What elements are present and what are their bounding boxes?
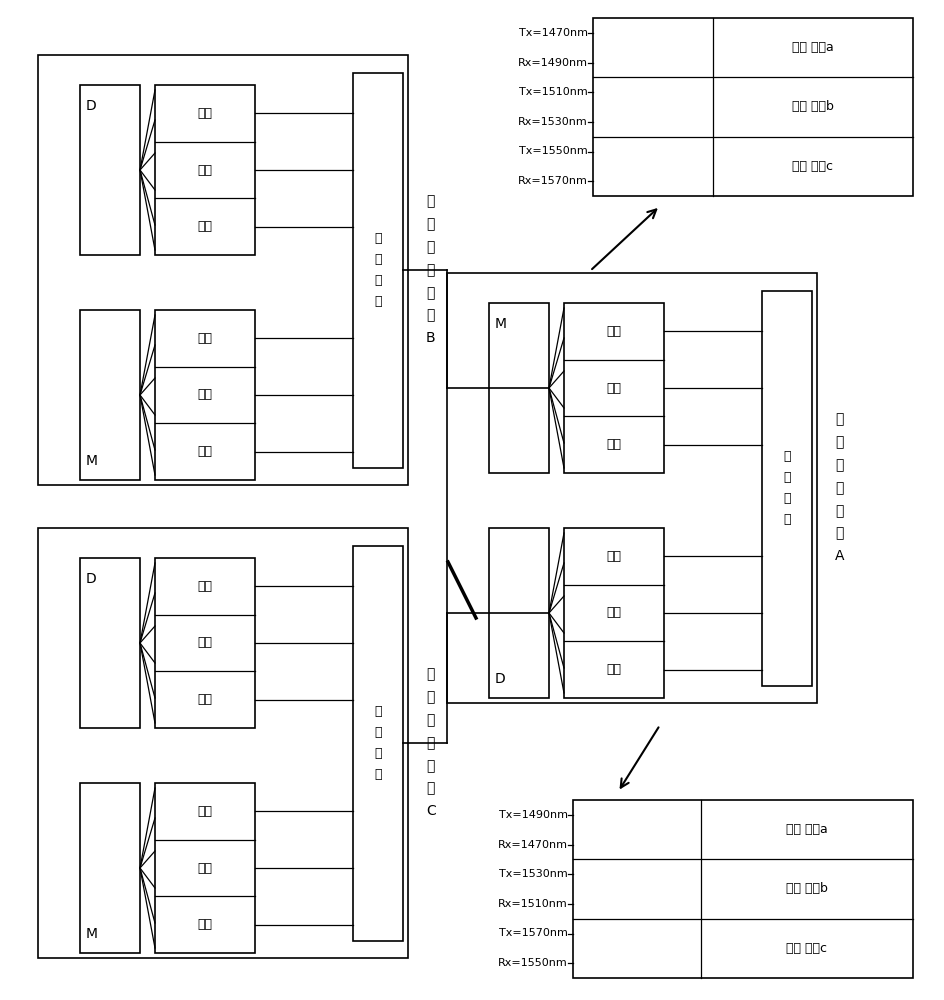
Text: 光口: 光口 [197,580,212,593]
Text: M: M [86,454,98,468]
Text: 光口: 光口 [197,388,212,401]
Text: 光口: 光口 [606,438,621,451]
Text: M: M [86,927,98,941]
Bar [593,18,913,196]
Text: 光口: 光口 [197,445,212,458]
Text: 光口: 光口 [606,550,621,563]
Text: 光口: 光口 [197,918,212,931]
Text: Rx=1510nm: Rx=1510nm [498,899,568,909]
Text: 光口: 光口 [197,332,212,345]
Text: Tx=1470nm: Tx=1470nm [519,28,588,38]
Text: Rx=1550nm: Rx=1550nm [498,958,568,968]
Bar [38,55,408,485]
Text: 多
波
长
交
换
机
B: 多 波 长 交 换 机 B [426,195,435,345]
Text: 光口 业务c: 光口 业务c [793,160,834,173]
Text: Rx=1570nm: Rx=1570nm [518,176,588,186]
Text: Tx=1510nm: Tx=1510nm [519,87,588,97]
Text: M: M [495,317,507,331]
Text: 光口: 光口 [197,861,212,874]
Text: 交
换
芯
片: 交 换 芯 片 [374,232,381,308]
Bar [155,558,255,728]
Text: Rx=1470nm: Rx=1470nm [498,840,568,850]
Text: 光口: 光口 [197,163,212,176]
Text: 光口 业务c: 光口 业务c [786,942,828,955]
Text: 光口: 光口 [197,107,212,120]
Text: 光口: 光口 [606,325,621,338]
Text: Tx=1570nm: Tx=1570nm [499,928,568,938]
Bar [564,303,664,473]
Bar [80,310,140,480]
Bar [762,290,812,686]
Bar [489,303,549,473]
Bar [80,783,140,953]
Text: Tx=1530nm: Tx=1530nm [499,869,568,879]
Text: 光口 业务b: 光口 业务b [786,882,828,896]
Text: 光口: 光口 [606,663,621,676]
Text: Rx=1490nm: Rx=1490nm [518,57,588,68]
Text: 交
换
芯
片: 交 换 芯 片 [374,705,381,781]
Text: 光口: 光口 [606,381,621,394]
Text: 光口: 光口 [197,693,212,706]
Bar [155,85,255,255]
Text: D: D [495,672,506,686]
Bar [353,73,403,468]
Bar [353,546,403,940]
Text: Tx=1550nm: Tx=1550nm [519,146,588,156]
Bar [38,528,408,958]
Text: 光口 业务a: 光口 业务a [792,41,834,54]
Bar [80,558,140,728]
Text: 多
波
长
交
换
机
C: 多 波 长 交 换 机 C [426,668,436,818]
Bar [564,528,664,698]
Text: 光口: 光口 [197,805,212,818]
Text: 光口 业务a: 光口 业务a [786,823,828,836]
Text: 光口: 光口 [197,637,212,650]
Bar [80,85,140,255]
Bar [573,800,913,978]
Text: 光口 业务b: 光口 业务b [792,101,834,113]
Bar [155,310,255,480]
Text: 交
换
芯
片: 交 换 芯 片 [784,450,791,526]
Text: D: D [86,99,96,113]
Bar [155,783,255,953]
Text: 多
波
长
交
换
机
A: 多 波 长 交 换 机 A [835,413,845,563]
Text: 光口: 光口 [606,606,621,619]
Bar [447,273,817,703]
Bar [489,528,549,698]
Text: Tx=1490nm: Tx=1490nm [499,810,568,820]
Text: 光口: 光口 [197,220,212,233]
Text: D: D [86,572,96,586]
Text: Rx=1530nm: Rx=1530nm [518,117,588,127]
